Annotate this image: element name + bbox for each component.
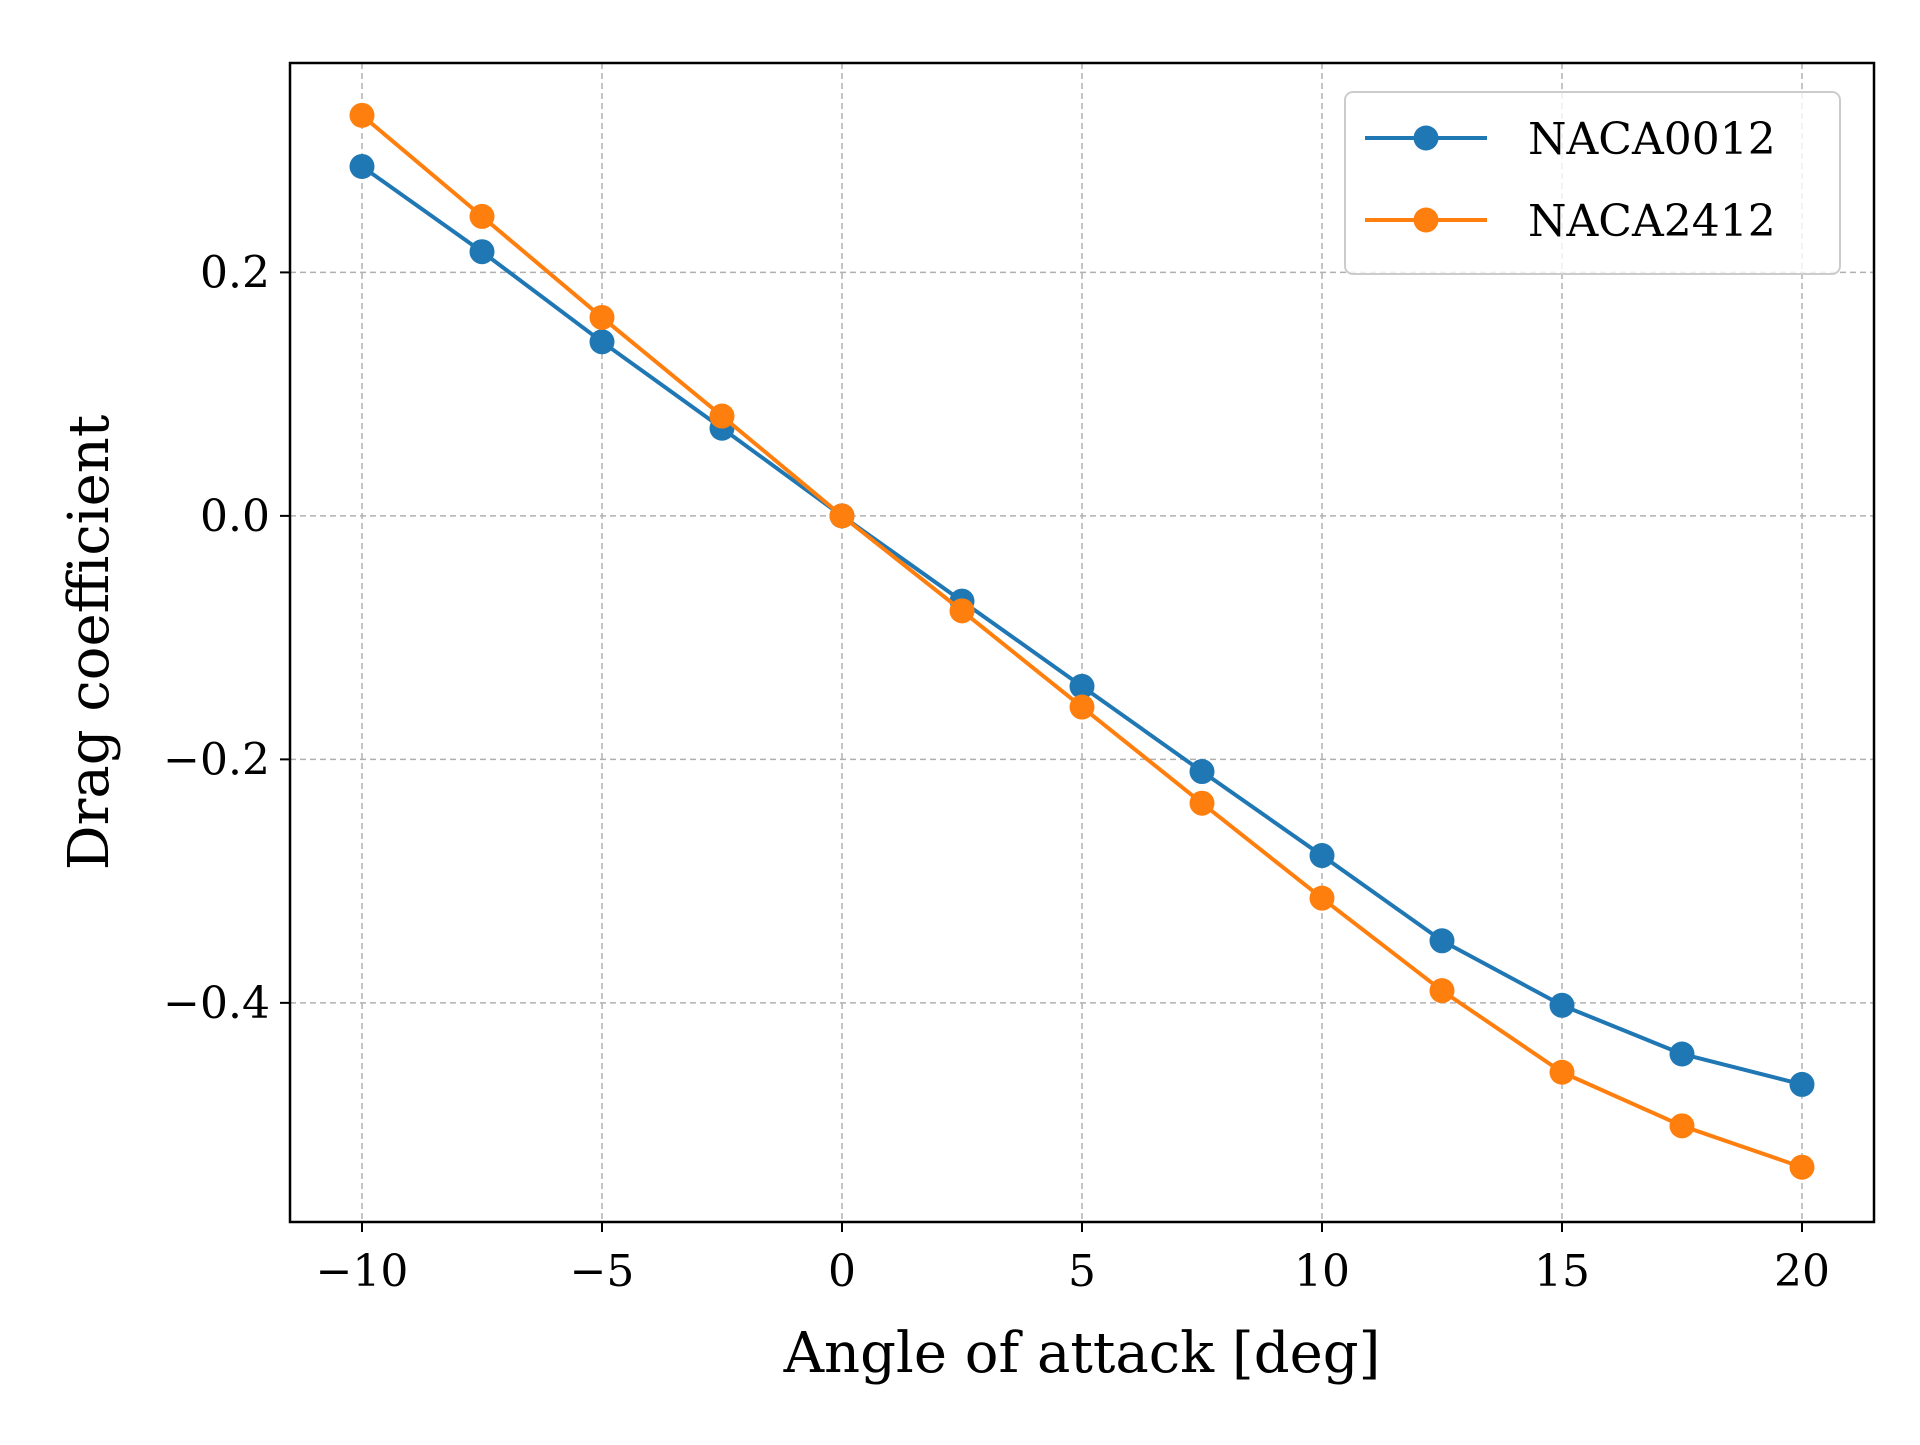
- data-point: [349, 102, 375, 128]
- x-axis-label: Angle of attack [deg]: [783, 1321, 1381, 1386]
- legend-item: NACA2412: [1365, 196, 1776, 247]
- x-tick-label: −5: [570, 1246, 635, 1297]
- x-tick-label: 20: [1774, 1246, 1830, 1297]
- legend: NACA0012 NACA2412: [1344, 91, 1841, 275]
- x-tick-label: −10: [316, 1246, 409, 1297]
- legend-item: NACA0012: [1365, 114, 1776, 165]
- data-point: [1549, 992, 1575, 1018]
- y-tick-label: 0.0: [200, 491, 270, 542]
- series-NACA2412: [349, 102, 1815, 1180]
- series-group: [349, 102, 1815, 1180]
- data-point: [1189, 790, 1215, 816]
- data-point: [1789, 1071, 1815, 1097]
- series-NACA0012: [349, 153, 1815, 1097]
- y-tick-label: −0.2: [163, 734, 270, 785]
- x-tick-label: 10: [1294, 1246, 1350, 1297]
- data-point: [1309, 885, 1335, 911]
- data-point: [949, 598, 975, 624]
- x-tick-label: 5: [1068, 1246, 1096, 1297]
- axis-ticks: −10 −5 0 5 10 15 20 0.2 0.0 −0.2 −0.4: [163, 247, 1830, 1297]
- data-point: [1789, 1154, 1815, 1180]
- y-axis-label: Drag coefficient: [57, 414, 122, 870]
- data-point: [1549, 1059, 1575, 1085]
- data-point: [829, 503, 855, 529]
- legend-label: NACA2412: [1528, 196, 1776, 247]
- data-point: [1069, 673, 1095, 699]
- data-point: [1069, 694, 1095, 720]
- data-point: [1669, 1113, 1695, 1139]
- data-point: [1429, 978, 1455, 1004]
- x-tick-label: 15: [1534, 1246, 1590, 1297]
- data-point: [349, 153, 375, 179]
- data-point: [1429, 928, 1455, 954]
- data-point: [469, 203, 495, 229]
- legend-marker: [1413, 125, 1439, 151]
- y-tick-label: −0.4: [163, 978, 270, 1029]
- data-point: [1189, 759, 1215, 785]
- data-point: [469, 239, 495, 265]
- data-point: [1669, 1041, 1695, 1067]
- data-point: [709, 403, 735, 429]
- legend-marker: [1413, 207, 1439, 233]
- y-tick-label: 0.2: [200, 247, 270, 298]
- x-tick-label: 0: [828, 1246, 856, 1297]
- data-point: [1309, 843, 1335, 869]
- legend-label: NACA0012: [1528, 114, 1776, 165]
- data-point: [589, 304, 615, 330]
- data-point: [589, 329, 615, 355]
